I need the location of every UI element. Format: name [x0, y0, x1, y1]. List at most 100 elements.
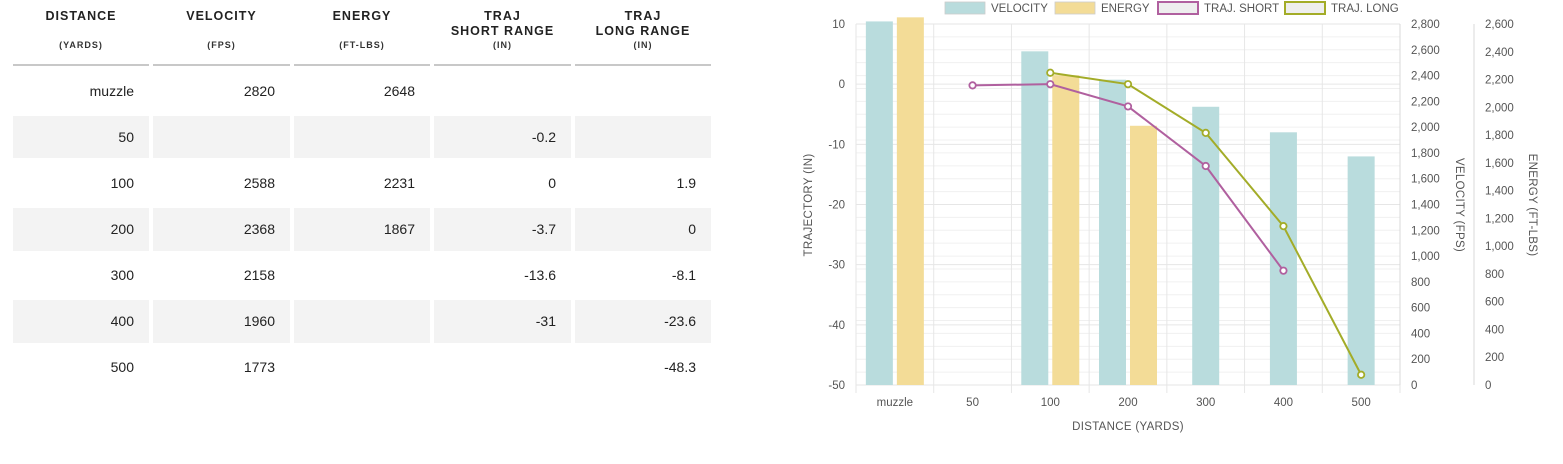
cell-energy: 2648	[383, 83, 415, 99]
y-tick-label: -20	[828, 200, 845, 212]
y-tick-label: 0	[839, 79, 845, 91]
point-traj-short	[1279, 266, 1288, 275]
velocity-tick-label: 1,200	[1411, 225, 1440, 237]
bar-velocity	[1099, 79, 1126, 385]
y-tick-label: 10	[832, 19, 845, 31]
cell-traj-short: 0	[548, 175, 556, 192]
cell-traj-long: 0	[575, 208, 711, 251]
velocity-tick-label: 1,800	[1411, 148, 1440, 160]
cell-velocity: 2820	[243, 83, 275, 99]
legend-swatch-traj-long	[1284, 1, 1326, 15]
velocity-tick-label: 800	[1411, 277, 1430, 289]
velocity-tick-label: 400	[1411, 328, 1430, 340]
point-traj-short	[1046, 80, 1055, 89]
header-energy: ENERGY (FT-LBS)	[294, 0, 430, 66]
cell-traj-short: -3.7	[434, 208, 571, 251]
legend-label-energy: ENERGY	[1101, 3, 1150, 15]
cell-distance: 400	[13, 300, 149, 343]
energy-tick-label: 800	[1485, 269, 1504, 281]
table-row: muzzle 2820 2648	[13, 70, 711, 112]
bar-energy	[1130, 125, 1157, 385]
point-traj-long	[1279, 222, 1288, 231]
y-tick-label: -30	[828, 260, 845, 272]
velocity-tick-label: 2,800	[1411, 19, 1440, 31]
x-tick-label: muzzle	[877, 397, 913, 409]
velocity-axis-title: VELOCITY (FPS)	[1453, 158, 1465, 252]
cell-velocity: 2158	[243, 267, 275, 284]
cell-traj-long: -48.3	[664, 359, 696, 376]
cell-energy: 2231	[383, 175, 415, 192]
header-title: VELOCITY	[186, 9, 257, 23]
point-traj-long	[1357, 370, 1366, 379]
header-velocity: VELOCITY (FPS)	[153, 0, 290, 66]
x-tick-label: 500	[1352, 397, 1371, 409]
table-body: muzzle 2820 2648 50 -0.2 100 2588 2231 0…	[13, 70, 711, 389]
cell-traj-long: -23.6	[575, 300, 711, 343]
legend-label-traj-long: TRAJ. LONG	[1331, 3, 1399, 15]
energy-axis-title: ENERGY (FT-LBS)	[1526, 154, 1538, 257]
cell-distance: 100	[110, 175, 134, 192]
velocity-tick-label: 600	[1411, 303, 1430, 315]
cell-distance: 200	[13, 208, 149, 251]
cell-energy	[294, 300, 430, 343]
cell-distance: muzzle	[89, 83, 134, 99]
x-axis-title: DISTANCE (YARDS)	[1072, 421, 1184, 433]
energy-tick-label: 2,600	[1485, 19, 1514, 31]
point-traj-short	[1123, 102, 1133, 111]
velocity-tick-label: 1,400	[1411, 200, 1440, 212]
header-title: TRAJ SHORT RANGE	[450, 9, 555, 38]
velocity-tick-label: 1,000	[1411, 251, 1440, 263]
bar-velocity	[1347, 156, 1375, 385]
cell-traj-long	[575, 116, 711, 159]
x-tick-label: 200	[1118, 397, 1137, 409]
header-unit: (YARDS)	[59, 40, 103, 50]
cell-distance: 300	[110, 267, 134, 284]
x-tick-label: 400	[1274, 397, 1293, 409]
bar-velocity	[1021, 51, 1049, 385]
energy-tick-label: 200	[1485, 352, 1504, 364]
x-tick-label: 50	[966, 397, 979, 409]
table-row: 50 -0.2	[13, 116, 711, 159]
cell-traj-short: -31	[434, 300, 571, 343]
energy-tick-label: 1,000	[1485, 241, 1514, 253]
cell-traj-short: -0.2	[434, 116, 571, 159]
x-tick-label: 100	[1041, 397, 1060, 409]
energy-tick-label: 2,400	[1485, 47, 1514, 59]
legend-swatch-energy	[1054, 1, 1096, 15]
bar-energy	[1052, 75, 1080, 386]
header-distance: DISTANCE (YARDS)	[13, 0, 149, 66]
energy-tick-label: 1,400	[1485, 186, 1514, 198]
velocity-tick-label: 2,000	[1411, 122, 1440, 134]
legend-swatch-velocity	[944, 1, 986, 15]
header-title: DISTANCE	[45, 9, 117, 23]
cell-distance: 50	[13, 116, 149, 159]
cell-distance: 500	[110, 359, 134, 376]
table-row: 100 2588 2231 0 1.9	[13, 162, 711, 204]
bar-velocity	[1192, 106, 1220, 385]
header-traj-long: TRAJ LONG RANGE (IN)	[575, 0, 711, 66]
point-traj-long	[1201, 128, 1210, 138]
header-title: TRAJ LONG RANGE	[595, 9, 691, 38]
cell-traj-short: -13.6	[524, 267, 556, 284]
table-row: 500 1773 -48.3	[13, 346, 711, 388]
velocity-tick-label: 0	[1411, 380, 1417, 392]
cell-velocity: 2368	[153, 208, 290, 251]
cell-velocity: 1773	[243, 359, 275, 376]
bar-energy	[896, 17, 924, 385]
y-tick-label: -10	[828, 139, 845, 151]
table-header: DISTANCE (YARDS) VELOCITY (FPS) ENERGY (…	[13, 0, 711, 66]
cell-energy: 1867	[294, 208, 430, 251]
energy-tick-label: 1,600	[1485, 158, 1514, 170]
legend-label-velocity: VELOCITY	[991, 3, 1048, 15]
header-unit: (FPS)	[207, 40, 236, 50]
energy-tick-label: 600	[1485, 297, 1504, 309]
cell-velocity: 1960	[153, 300, 290, 343]
ballistics-table: DISTANCE (YARDS) VELOCITY (FPS) ENERGY (…	[13, 0, 711, 393]
point-traj-long	[1123, 80, 1133, 89]
cell-velocity: 2588	[243, 175, 275, 192]
energy-tick-label: 1,800	[1485, 130, 1514, 142]
x-tick-label: 300	[1196, 397, 1215, 409]
header-title: ENERGY	[332, 9, 392, 23]
table-row: 200 2368 1867 -3.7 0	[13, 208, 711, 251]
